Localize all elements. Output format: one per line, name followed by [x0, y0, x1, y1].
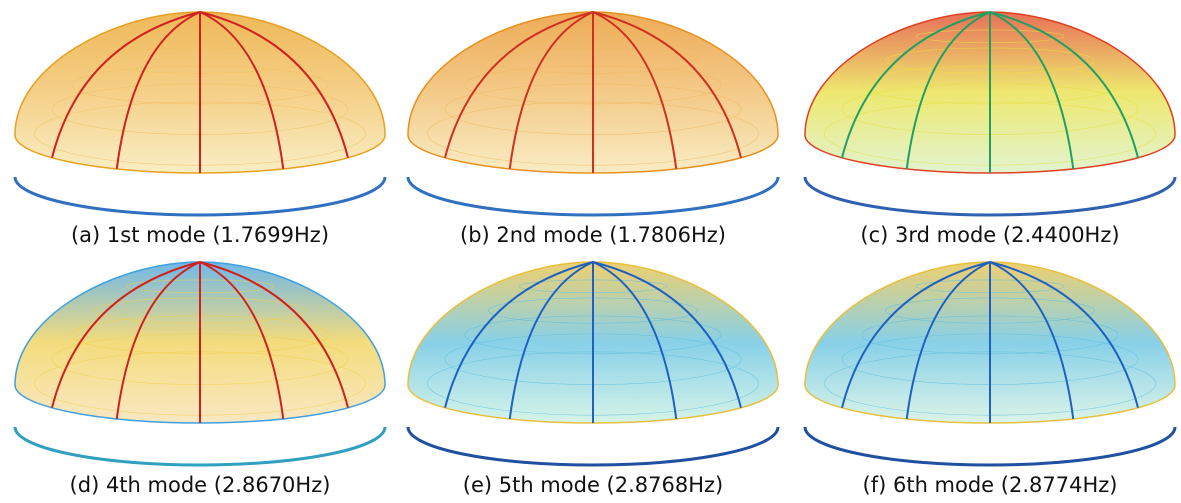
figure-panel: (b) 2nd mode (1.7806Hz)	[408, 12, 778, 247]
panel-caption: (d) 4th mode (2.8670Hz)	[70, 473, 331, 497]
panel-caption: (c) 3rd mode (2.4400Hz)	[860, 223, 1119, 247]
panel-caption: (f) 6th mode (2.8774Hz)	[863, 473, 1118, 497]
figure: (a) 1st mode (1.7699Hz) (b) 2nd mode (1.7…	[0, 0, 1181, 503]
panel-caption: (b) 2nd mode (1.7806Hz)	[460, 223, 726, 247]
panel-caption: (a) 1st mode (1.7699Hz)	[71, 223, 329, 247]
figure-panel: (a) 1st mode (1.7699Hz)	[15, 12, 385, 247]
figure-panel: (e) 5th mode (2.8768Hz)	[408, 262, 778, 497]
figure-panel: (f) 6th mode (2.8774Hz)	[805, 262, 1175, 497]
panel-caption: (e) 5th mode (2.8768Hz)	[463, 473, 723, 497]
figure-panel: (d) 4th mode (2.8670Hz)	[15, 262, 385, 497]
figure-panel: (c) 3rd mode (2.4400Hz)	[805, 12, 1175, 247]
